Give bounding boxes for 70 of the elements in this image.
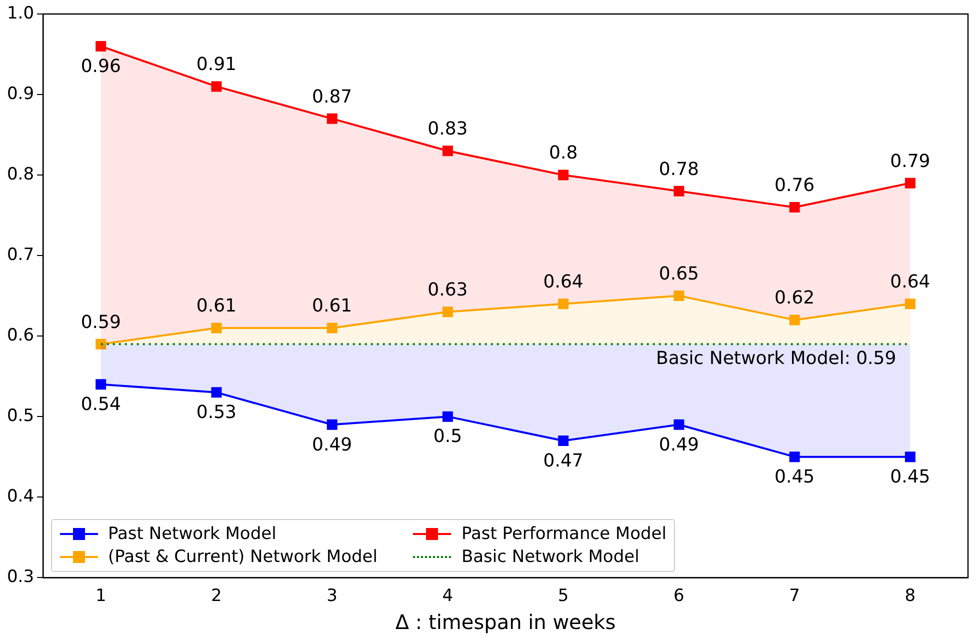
annotation: Basic Network Model: 0.59 — [656, 348, 896, 369]
point — [558, 435, 569, 446]
data-label: 0.83 — [428, 118, 468, 140]
point — [558, 298, 569, 310]
point — [789, 452, 800, 462]
data-label: 0.91 — [196, 54, 237, 76]
point — [674, 419, 684, 430]
x-tick-label: 3 — [326, 586, 338, 606]
data-label: 0.5 — [433, 426, 462, 448]
data-label: 0.49 — [658, 434, 699, 456]
data-label: 0.64 — [890, 272, 930, 293]
data-label: 0.49 — [312, 434, 352, 456]
point — [904, 452, 916, 462]
data-label: 0.61 — [196, 296, 237, 317]
point — [326, 322, 338, 334]
point — [211, 322, 222, 334]
data-label: 0.59 — [80, 312, 121, 333]
data-label: 0.8 — [549, 142, 578, 164]
data-label: 0.65 — [658, 263, 699, 284]
legend-label: Past Performance Model — [461, 524, 666, 544]
point — [96, 40, 106, 52]
x-tick-label: 4 — [442, 586, 454, 606]
y-tick-label: 0.7 — [6, 244, 34, 265]
data-label: 0.61 — [312, 296, 352, 317]
data-label: 0.45 — [890, 466, 930, 488]
y-tick-label: 1.0 — [6, 3, 34, 24]
x-tick-label: 2 — [211, 586, 222, 606]
y-tick-label: 0.4 — [6, 486, 34, 507]
data-label: 0.64 — [543, 272, 584, 293]
point — [96, 338, 106, 350]
data-label: 0.76 — [774, 174, 815, 196]
point — [442, 411, 453, 422]
data-label: 0.79 — [890, 150, 930, 172]
point — [558, 170, 569, 180]
point — [96, 379, 106, 390]
legend-label: Basic Network Model — [461, 546, 640, 567]
data-label: 0.54 — [80, 394, 121, 416]
point — [442, 306, 453, 318]
point — [442, 146, 453, 156]
point — [789, 202, 800, 212]
point — [326, 113, 338, 124]
y-tick-label: 0.9 — [6, 84, 34, 104]
y-tick-label: 0.8 — [6, 164, 34, 184]
x-axis-title: Δ : timespan in weeks — [395, 610, 616, 634]
legend-label: (Past & Current) Network Model — [108, 546, 378, 567]
x-tick-label: 6 — [674, 586, 684, 606]
point — [211, 387, 222, 398]
data-label: 0.96 — [80, 56, 121, 77]
point — [904, 298, 916, 310]
data-label: 0.87 — [312, 86, 352, 108]
y-tick-label: 0.5 — [6, 406, 34, 426]
y-tick-label: 0.6 — [6, 325, 34, 346]
point — [674, 290, 684, 302]
x-tick-label: 5 — [558, 586, 569, 606]
point — [789, 314, 800, 326]
point — [211, 81, 222, 92]
data-label: 0.63 — [428, 280, 468, 301]
x-tick-label: 7 — [789, 586, 800, 606]
point — [326, 419, 338, 430]
point — [674, 186, 684, 196]
point — [904, 178, 916, 188]
data-label: 0.62 — [774, 288, 815, 309]
legend-label: Past Network Model — [108, 524, 276, 544]
data-label: 0.47 — [543, 450, 584, 472]
y-tick-label: 0.3 — [6, 567, 34, 588]
x-tick-label: 1 — [95, 586, 106, 606]
x-tick-label: 8 — [904, 586, 916, 606]
data-label: 0.78 — [658, 158, 699, 180]
data-label: 0.53 — [196, 402, 237, 424]
data-label: 0.45 — [774, 466, 815, 488]
